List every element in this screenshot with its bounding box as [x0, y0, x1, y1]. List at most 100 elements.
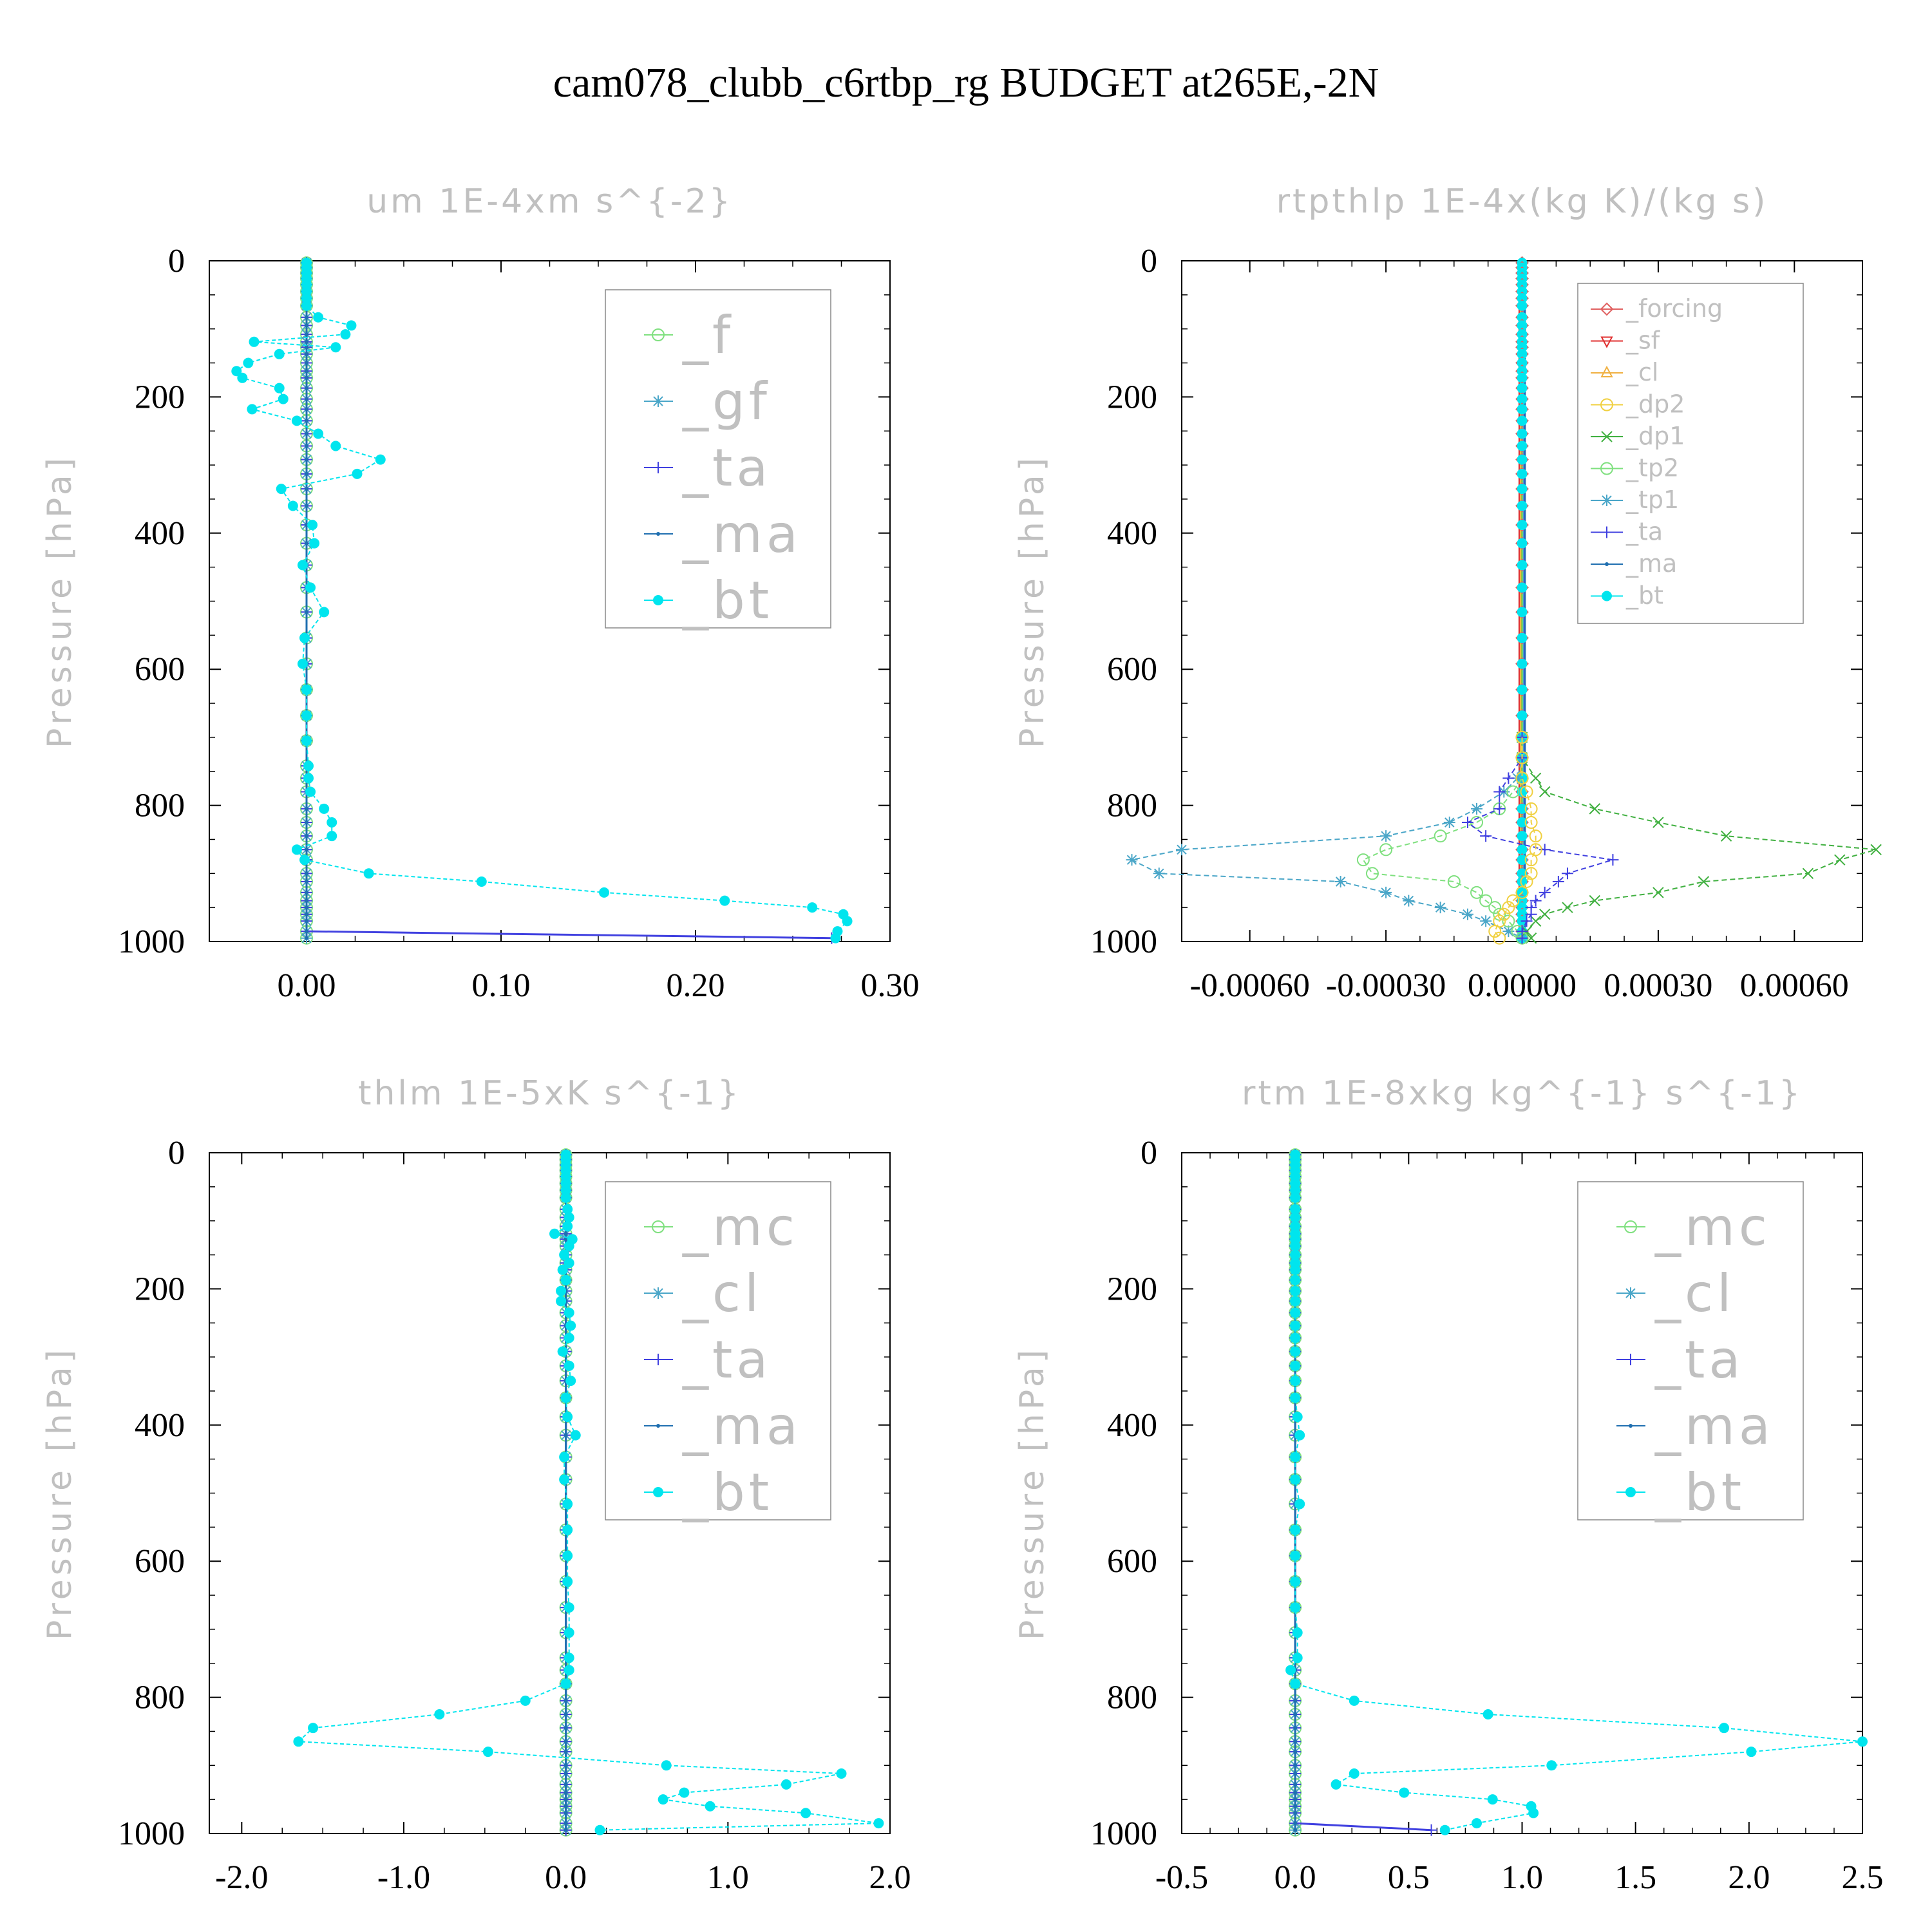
series-marker_tp1 [1403, 895, 1415, 907]
series-marker_bt [679, 1787, 690, 1798]
series-marker_dp1 [1539, 786, 1551, 798]
series-marker_ma [305, 879, 308, 884]
bt-marker [1517, 710, 1528, 721]
series-marker_bt [1290, 1296, 1301, 1307]
bt-marker [1517, 484, 1528, 495]
legend-marker [652, 462, 664, 473]
series-marker_bt [327, 817, 337, 828]
series-marker_bt [1399, 1787, 1410, 1798]
series-marker_bt [564, 1240, 574, 1251]
series-marker_bt [1290, 1678, 1301, 1689]
legend-label: _forcing [1625, 294, 1723, 323]
series-marker_bt [330, 440, 341, 451]
legend-marker [1600, 336, 1613, 348]
series-marker_ma [305, 871, 308, 876]
series-marker_dp2 [1524, 867, 1538, 880]
y-tick-label: 1000 [118, 1815, 185, 1852]
series-marker_ta [1539, 886, 1551, 898]
series-marker_bt [1290, 1602, 1301, 1613]
y-tick-label: 600 [135, 1543, 185, 1580]
bt-marker [1517, 348, 1528, 359]
bt-marker [1517, 320, 1528, 331]
series-marker_bt [434, 1709, 445, 1720]
series-marker_bt [1290, 1212, 1301, 1223]
bt-marker [1517, 803, 1528, 814]
legend-label: _mc [682, 1197, 799, 1257]
series-marker_ma [564, 1433, 568, 1437]
series-line_dp1 [1521, 737, 1877, 939]
series-marker_dp1 [1698, 876, 1710, 887]
series-marker_bt [562, 1499, 573, 1510]
chart-subtitle: rtm 1E-8xkg kg^{-1} s^{-1} [1242, 1074, 1803, 1113]
series-marker_bt [564, 1653, 574, 1663]
series-marker_bt [1290, 1264, 1301, 1275]
y-tick-label: 400 [135, 1407, 185, 1444]
x-tick-label: 0.20 [667, 967, 725, 1004]
legend-label: _ma [1625, 549, 1677, 578]
series-marker_bt [873, 1818, 884, 1829]
x-tick-label: -0.5 [1155, 1859, 1208, 1896]
legend-box [1577, 1181, 1804, 1520]
series-marker_bt [842, 916, 853, 927]
series-marker_dp2 [1520, 875, 1533, 888]
series-marker_bt [482, 1747, 493, 1757]
series-marker_bt [658, 1794, 668, 1805]
y-tick-label: 400 [135, 515, 185, 552]
legend-marker [1600, 462, 1613, 475]
series-marker_bt [278, 393, 289, 404]
y-tick-label: 600 [135, 651, 185, 688]
series-marker_bt [231, 366, 242, 377]
series-marker_ma [305, 397, 308, 401]
series-marker_dp2 [1502, 901, 1515, 914]
series-marker_tp2 [1447, 875, 1461, 888]
series-marker_tp2 [1488, 901, 1502, 914]
chart-panel-1: um 1E-4xm s^{-2} 0 200 400 600 800 1000 0.00 0.1… [41, 182, 920, 1004]
series-marker_ma [1293, 1726, 1298, 1730]
series-marker_bt [1290, 1360, 1301, 1371]
legend-marker [1601, 526, 1613, 538]
series-marker_ma [564, 1726, 568, 1730]
series-marker_ma [305, 848, 308, 852]
y-tick-label: 1000 [1090, 1815, 1157, 1852]
bt-marker [1517, 300, 1528, 311]
series-marker_ta [1552, 875, 1564, 887]
series-marker_bt [363, 868, 374, 879]
series-marker_dp1 [1653, 887, 1664, 898]
series-marker_dp2 [1488, 925, 1502, 938]
series-marker_bt [1290, 1240, 1301, 1251]
series-marker_bt [565, 1376, 576, 1387]
series-marker_dp2 [1524, 816, 1538, 829]
legend-label: _sf [1625, 327, 1661, 355]
series-marker_bt [1349, 1768, 1359, 1779]
series-marker_ma [1293, 1797, 1298, 1802]
x-tick-label: 0.00030 [1604, 967, 1712, 1004]
series-marker_bt [560, 1274, 571, 1285]
series-marker_bt [301, 300, 312, 311]
bt-marker [1517, 876, 1528, 887]
series-marker_bt [1290, 1185, 1301, 1196]
bt-marker [1517, 372, 1528, 383]
series-marker_ma [305, 332, 308, 337]
series-marker_bt [1290, 1285, 1301, 1296]
bt-marker [1517, 560, 1528, 571]
series-marker_bt [375, 454, 386, 465]
series-marker_tp1 [1126, 854, 1138, 866]
series-marker_bt [301, 735, 312, 746]
series-marker_bt [313, 312, 324, 323]
legend-label: _bt [682, 1463, 773, 1522]
legend-label: _ma [1654, 1396, 1774, 1456]
series-marker_dp2 [1515, 886, 1529, 899]
series-marker_bt [560, 1392, 571, 1403]
chart-subtitle: rtpthlp 1E-4x(kg K)/(kg s) [1276, 182, 1768, 221]
legend-label: _ta [682, 1330, 772, 1390]
x-tick-label: 0.00060 [1740, 967, 1849, 1004]
bt-marker [1517, 357, 1528, 368]
series-marker_bt [556, 1296, 567, 1307]
chart-panel-3: thlm 1E-5xK s^{-1} 0 200 400 600 800 1000 -2.0 -… [41, 1074, 911, 1896]
y-tick-label: 0 [1141, 1135, 1157, 1171]
series-marker_bt [1292, 1653, 1303, 1663]
y-tick-label: 400 [1107, 1407, 1157, 1444]
bt-marker [1517, 855, 1528, 866]
bt-marker [1517, 415, 1528, 426]
